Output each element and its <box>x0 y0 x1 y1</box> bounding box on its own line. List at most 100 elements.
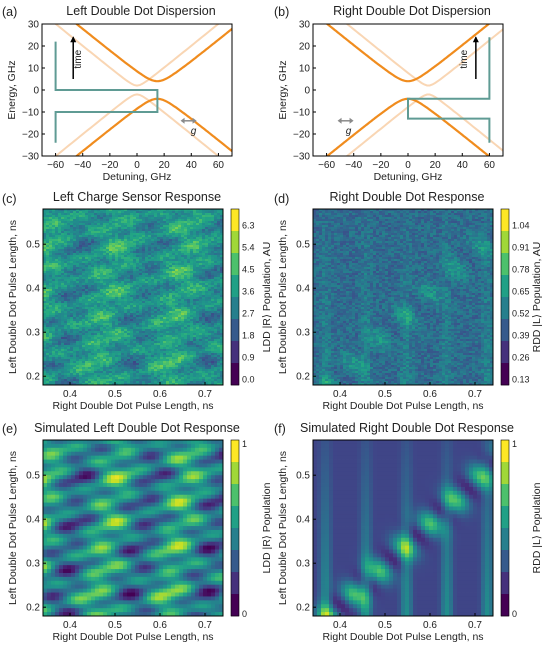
heatmap-cell <box>136 227 140 230</box>
heatmap-cell <box>82 237 86 240</box>
heatmap-cell <box>79 239 83 242</box>
heatmap-cell <box>220 269 224 272</box>
heatmap-cell <box>142 231 146 234</box>
heatmap-cell <box>46 291 50 294</box>
heatmap-cell <box>70 347 74 350</box>
heatmap-cell <box>49 357 53 360</box>
heatmap-cell <box>208 329 212 332</box>
heatmap-cell <box>202 237 206 240</box>
heatmap-cell <box>187 211 191 214</box>
heatmap-cell <box>79 359 83 362</box>
heatmap-cell <box>67 333 71 336</box>
heatmap-cell <box>163 327 167 330</box>
heatmap-cell <box>172 313 176 316</box>
heatmap-cell <box>112 311 116 314</box>
heatmap-cell <box>70 211 74 214</box>
heatmap-cell <box>145 269 149 272</box>
heatmap-cell <box>43 267 47 270</box>
heatmap-cell <box>220 327 224 330</box>
heatmap-cell <box>55 231 59 234</box>
heatmap-cell <box>220 279 224 282</box>
heatmap-cell <box>76 297 80 300</box>
heatmap-cell <box>157 219 161 222</box>
heatmap-cell <box>154 297 158 300</box>
heatmap-cell <box>64 281 68 284</box>
heatmap-cell <box>205 281 209 284</box>
heatmap-cell <box>154 333 158 336</box>
heatmap-cell <box>94 279 98 282</box>
heatmap-cell <box>196 241 200 244</box>
heatmap-cell <box>91 307 95 310</box>
heatmap-cell <box>160 227 164 230</box>
heatmap-cell <box>217 233 221 236</box>
heatmap-cell <box>97 281 101 284</box>
heatmap-cell <box>49 319 53 322</box>
heatmap-cell <box>196 231 200 234</box>
heatmap-cell <box>139 237 143 240</box>
heatmap-cell <box>133 339 137 342</box>
heatmap-cell <box>214 247 218 250</box>
heatmap-cell <box>184 319 188 322</box>
heatmap-cell <box>49 299 53 302</box>
heatmap-cell <box>220 229 224 232</box>
heatmap-cell <box>133 347 137 350</box>
heatmap-cell <box>169 251 173 254</box>
heatmap-cell <box>76 323 80 326</box>
heatmap-cell <box>148 233 152 236</box>
heatmap-cell <box>100 313 104 316</box>
heatmap-cell <box>94 265 98 268</box>
heatmap-cell <box>124 297 128 300</box>
heatmap-cell <box>163 299 167 302</box>
heatmap-cell <box>211 355 215 358</box>
heatmap-cell <box>70 273 74 276</box>
heatmap-cell <box>169 319 173 322</box>
heatmap-cell <box>127 221 131 224</box>
heatmap-cell <box>88 221 92 224</box>
heatmap-cell <box>160 347 164 350</box>
heatmap-cell <box>103 235 107 238</box>
heatmap-cell <box>169 233 173 236</box>
heatmap-cell <box>145 223 149 226</box>
heatmap-cell <box>58 291 62 294</box>
heatmap-cell <box>136 211 140 214</box>
heatmap-cell <box>166 267 170 270</box>
heatmap-cell <box>97 353 101 356</box>
heatmap-cell <box>205 361 209 364</box>
heatmap-cell <box>139 307 143 310</box>
heatmap-cell <box>142 335 146 338</box>
heatmap-cell <box>148 221 152 224</box>
heatmap-cell <box>97 291 101 294</box>
heatmap-cell <box>46 249 50 252</box>
heatmap-cell <box>211 313 215 316</box>
heatmap-cell <box>172 227 176 230</box>
heatmap-cell <box>175 299 179 302</box>
heatmap-cell <box>172 337 176 340</box>
heatmap-cell <box>91 215 95 218</box>
heatmap-cell <box>112 367 116 370</box>
heatmap-cell <box>172 361 176 364</box>
heatmap-cell <box>103 367 107 370</box>
heatmap-cell <box>220 313 224 316</box>
heatmap-cell <box>46 223 50 226</box>
heatmap-cell <box>133 315 137 318</box>
heatmap-cell <box>145 209 149 212</box>
heatmap-cell <box>220 357 224 360</box>
heatmap-cell <box>58 263 62 266</box>
heatmap-cell <box>208 247 212 250</box>
heatmap-cell <box>196 263 200 266</box>
heatmap-cell <box>217 315 221 318</box>
heatmap-cell <box>127 335 131 338</box>
heatmap-cell <box>148 371 152 374</box>
heatmap-cell <box>163 241 167 244</box>
heatmap-cell <box>157 257 161 260</box>
heatmap-cell <box>169 253 173 256</box>
heatmap-cell <box>199 305 203 308</box>
heatmap-cell <box>64 305 68 308</box>
heatmap-cell <box>79 257 83 260</box>
heatmap-cell <box>220 289 224 292</box>
heatmap-cell <box>193 243 197 246</box>
heatmap-cell <box>118 315 122 318</box>
heatmap-cell <box>52 219 56 222</box>
heatmap-cell <box>100 307 104 310</box>
heatmap-cell <box>160 269 164 272</box>
